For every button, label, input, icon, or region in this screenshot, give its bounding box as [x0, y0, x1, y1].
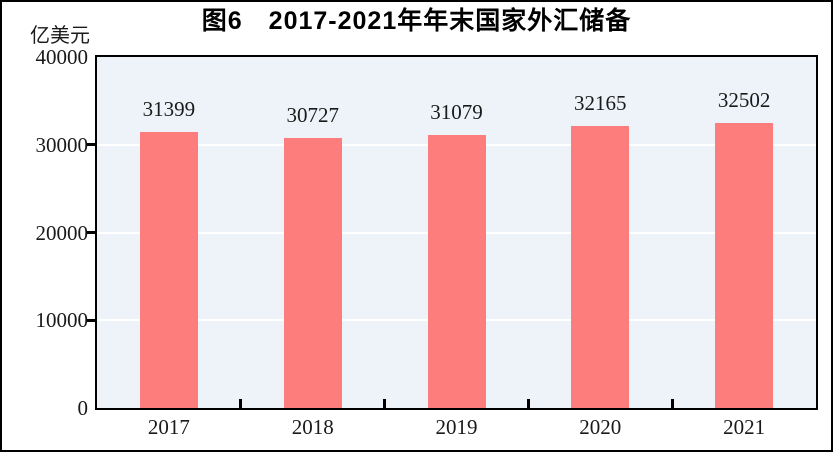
bar-value-label: 32502: [717, 87, 771, 112]
bar-value-label: 31079: [430, 100, 483, 125]
x-tick-label: 2018: [291, 415, 334, 439]
y-tick-mark: [87, 318, 95, 322]
bar: [571, 125, 630, 408]
x-tick-mark: [383, 399, 387, 408]
x-tick-label: 2019: [435, 415, 478, 439]
y-tick-label: 10000: [35, 308, 89, 333]
bar: [427, 135, 486, 408]
bar: [139, 132, 198, 408]
x-tick-label: 2017: [147, 415, 190, 439]
y-tick-label: 20000: [35, 220, 89, 245]
bar-value-label: 30727: [286, 103, 339, 128]
x-tick-label: 2020: [579, 415, 622, 439]
y-tick-label: 0: [77, 396, 89, 420]
bar-value-label: 32165: [574, 90, 627, 115]
y-tick-label: 40000: [35, 45, 89, 69]
x-tick-label: 2021: [723, 415, 766, 439]
bar-value-label: 31399: [142, 97, 196, 122]
chart-title: 图6 2017-2021年年末国家外汇储备: [201, 7, 632, 35]
plot-area: 31399 30727 31079 32165 32502: [95, 55, 818, 410]
y-axis-unit-label: 亿美元: [30, 25, 90, 47]
x-tick-mark: [670, 399, 674, 408]
x-tick-mark: [526, 399, 530, 408]
bar: [283, 138, 342, 408]
y-tick-label: 30000: [35, 132, 89, 157]
bar: [715, 122, 774, 408]
x-tick-mark: [239, 399, 243, 408]
y-tick-mark: [87, 231, 95, 234]
y-tick-mark: [87, 143, 95, 147]
